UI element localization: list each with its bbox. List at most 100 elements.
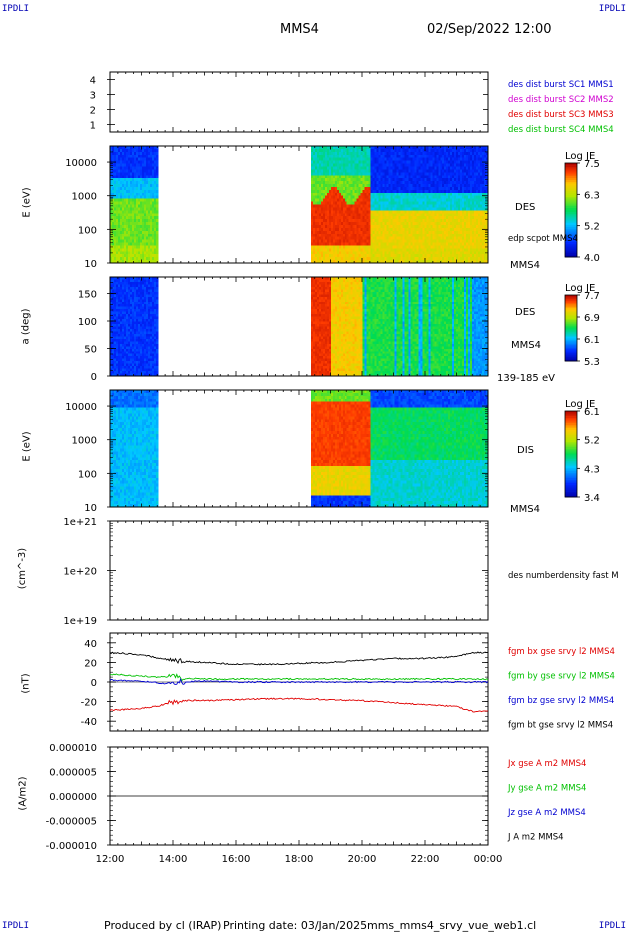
spectrogram-cell: [145, 172, 149, 176]
spectrogram-cell: [119, 151, 123, 156]
spectrogram-cell: [135, 260, 139, 264]
spectrogram-cell: [111, 207, 115, 211]
spectrogram-cell: [135, 227, 139, 232]
spectrogram-cell: [123, 154, 127, 159]
spectrogram-cell: [137, 172, 141, 176]
spectrogram-cell: [151, 160, 155, 165]
spectrogram-cell: [127, 257, 131, 261]
spectrogram-cell: [121, 248, 125, 252]
spectrogram-cell: [141, 236, 145, 241]
spectrogram-cell: [137, 166, 141, 170]
spectrogram-cell: [121, 207, 125, 211]
burst-legend-entry: des dist burst SC4 MMS4: [508, 125, 614, 135]
spectrogram-cell: [111, 216, 115, 220]
spectrogram-cell: [115, 251, 119, 255]
spectrogram-cell: [111, 233, 115, 238]
spectrogram-cell: [129, 186, 133, 191]
spectrogram-cell: [123, 216, 127, 220]
spectrogram-cell: [131, 248, 135, 252]
spectrogram-cell: [139, 242, 143, 247]
spectrogram-cell: [123, 186, 127, 191]
spectrogram-cell: [129, 224, 133, 229]
spectrogram-cell: [135, 163, 139, 168]
spectrogram-cell: [119, 233, 123, 238]
spectrogram-cell: [135, 148, 139, 153]
spectrogram-cell: [143, 219, 147, 223]
spectrogram-cell: [143, 172, 147, 176]
spectrogram-cell: [141, 207, 145, 211]
spectrogram-cell: [117, 172, 121, 176]
spectrogram-cell: [121, 178, 125, 182]
spectrogram-cell: [117, 233, 121, 238]
spectrogram-cell: [145, 260, 149, 264]
spectrogram-cell: [145, 192, 149, 197]
corner-label-top-left: IPDLI: [2, 4, 30, 14]
spectrogram-cell: [149, 251, 153, 255]
spectrogram-cell: [111, 242, 115, 247]
spectrogram-cell: [139, 169, 143, 173]
spectrogram-cell: [147, 184, 151, 188]
spectrogram-cell: [125, 175, 129, 179]
spectrogram-cell: [125, 151, 129, 156]
spectrogram-cell: [125, 201, 129, 206]
spectrogram-cell: [145, 184, 149, 188]
spectrogram-cell: [139, 216, 143, 220]
spectrogram-cell: [135, 146, 139, 150]
spectrogram-cell: [133, 151, 137, 156]
spectrogram-cell: [117, 204, 121, 209]
spectrogram-cell: [119, 219, 123, 223]
spectrogram-cell: [123, 184, 127, 188]
spectrogram-cell: [147, 201, 151, 206]
spectrogram-cell: [119, 254, 123, 258]
spectrogram-cell: [149, 257, 153, 261]
spectrogram-cell: [139, 230, 143, 235]
spectrogram-cell: [113, 166, 117, 170]
spectrogram-cell: [129, 245, 133, 249]
burst-ytick-label: 1: [90, 121, 96, 132]
spectrogram-cell: [110, 154, 113, 159]
spectrogram-cell: [121, 242, 125, 247]
spectrogram-cell: [145, 198, 149, 203]
spectrogram-cell: [141, 178, 145, 182]
spectrogram-des-energy: [110, 146, 489, 264]
spectrogram-cell: [129, 195, 133, 200]
spectrogram-cell: [110, 198, 113, 203]
spectrogram-cell: [110, 181, 113, 185]
spectrogram-cell: [149, 254, 153, 258]
spectrogram-cell: [147, 213, 151, 217]
spectrogram-cell: [135, 219, 139, 223]
spectrogram-cell: [135, 198, 139, 203]
spectrogram-cell: [133, 254, 137, 258]
spectrogram-cell: [139, 233, 143, 238]
spectrogram-cell: [129, 257, 133, 261]
spectrogram-cell: [151, 148, 155, 153]
spectrogram-cell: [125, 184, 129, 188]
spectrogram-cell: [137, 175, 141, 179]
spectrogram-cell: [149, 198, 153, 203]
spectrogram-cell: [133, 207, 137, 211]
spectrogram-cell: [133, 260, 137, 264]
spectrogram-cell: [145, 157, 149, 162]
spectrogram-cell: [113, 146, 117, 150]
spectrogram-cell: [111, 169, 115, 173]
spectrogram-cell: [131, 227, 135, 232]
spectrogram-cell: [139, 154, 143, 159]
spectrogram-cell: [113, 148, 117, 153]
spectrogram-cell: [129, 189, 133, 194]
spectrogram-cell: [133, 178, 137, 182]
spectrogram-cell: [147, 186, 151, 191]
des-energy-sc-label: MMS4: [510, 260, 540, 271]
spectrogram-cell: [135, 233, 139, 238]
spectrogram-cell: [141, 245, 145, 249]
spectrogram-cell: [145, 146, 149, 150]
spectrogram-cell: [111, 260, 115, 264]
colorbar-tick-label: 7.5: [584, 159, 600, 170]
spectrogram-cell: [133, 230, 137, 235]
spectrogram-cell: [119, 146, 123, 150]
spectrogram-cell: [139, 239, 143, 244]
ytick-label-des-energy: 10: [84, 259, 97, 270]
spectrogram-cell: [121, 210, 125, 214]
spectrogram-cell: [125, 257, 129, 261]
spectrogram-cell: [131, 210, 135, 214]
spectrogram-cell: [113, 260, 117, 264]
